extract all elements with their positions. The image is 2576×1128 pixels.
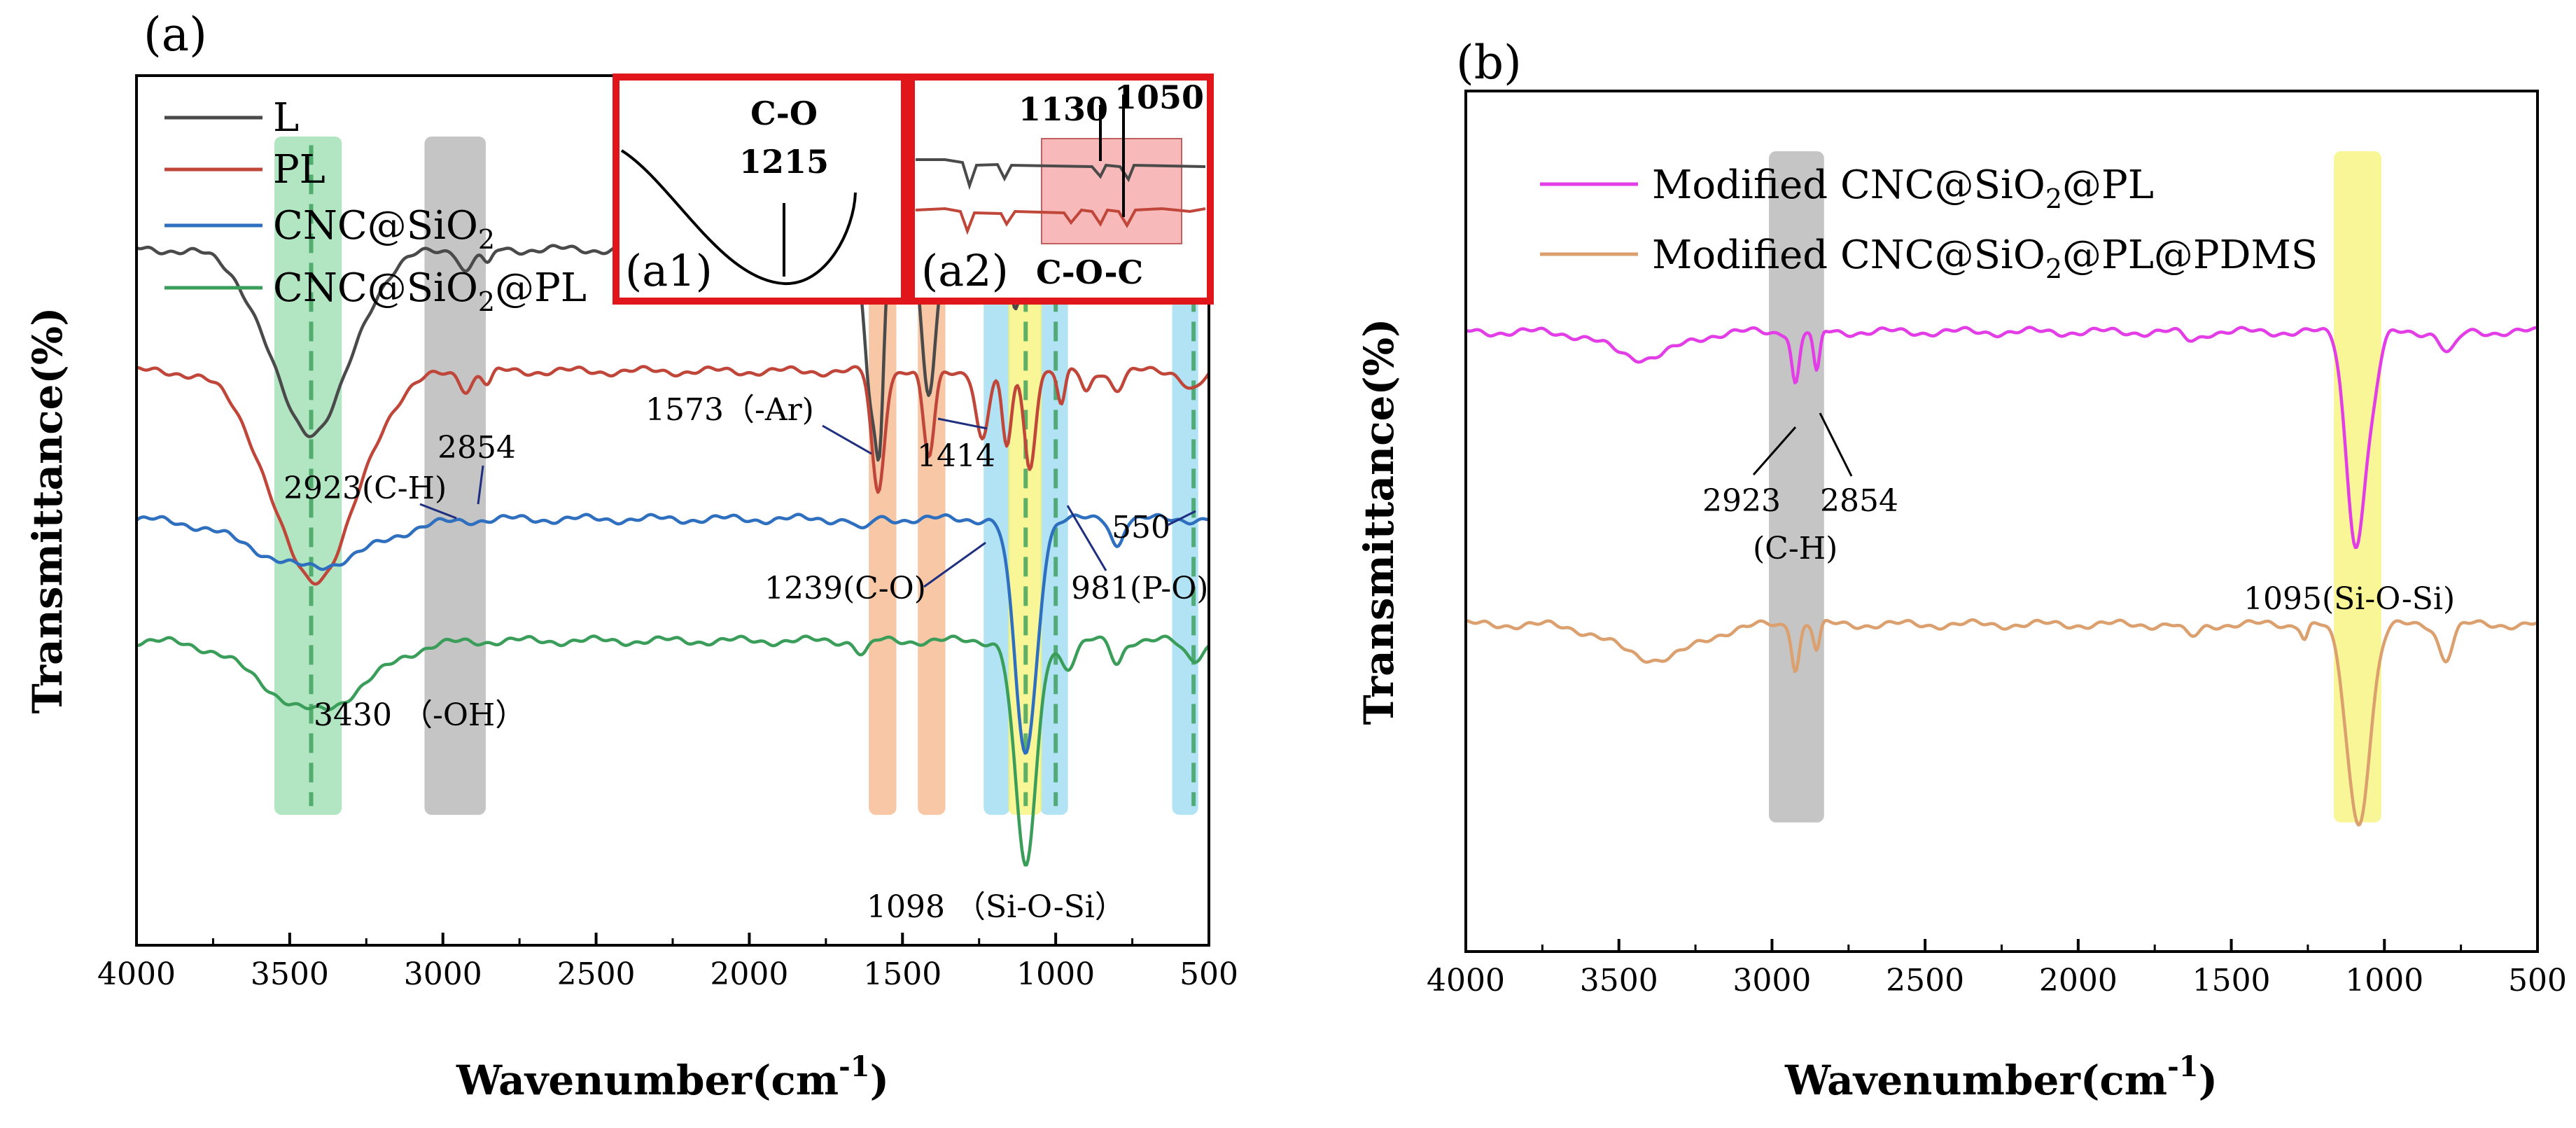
annotation-550-leader xyxy=(1167,510,1196,527)
inset-a2-curve-pl xyxy=(915,207,1206,235)
panel-b: (b) 4000 3500 3000 2500 2000 1500 1000 500 Modi… xyxy=(1355,36,2567,1104)
inset-a1: C-O 1215 (a1) xyxy=(612,74,908,305)
panel-a-y-title: Transmittance(%) xyxy=(24,307,71,714)
highlight-band-b-1 xyxy=(2334,151,2381,823)
annotation-550: 550 xyxy=(1112,510,1170,545)
panel-a-legend: L PL CNC@SiO2 CNC@SiO2@PL xyxy=(164,95,587,317)
panel-b-x-ticks: 4000 3500 3000 2500 2000 1500 1000 500 xyxy=(1427,939,2567,998)
series-line-cnc-sio2-pl xyxy=(136,634,1210,867)
annotation-b-2854: 2854 xyxy=(1820,483,1898,519)
annotation-981-leader xyxy=(1066,505,1107,571)
panel-a-x-ticks: 4000 3500 3000 2500 2000 1500 1000 500 xyxy=(97,933,1238,992)
inset-a1-curve xyxy=(620,149,857,286)
annotation-b-1095: 1095(Si-O-Si) xyxy=(2244,581,2455,617)
series-line-modified-cnc-sio2-pl-pdms xyxy=(1465,618,2539,827)
annotation-3430: 3430 （-OH） xyxy=(314,697,526,733)
panel-b-highlights xyxy=(1769,151,2381,823)
legend-label-pl: PL xyxy=(273,147,326,193)
annotation-1414: 1414 xyxy=(917,438,995,474)
panel-a-label: (a) xyxy=(144,8,207,62)
x-tick-label-b-500: 500 xyxy=(2508,963,2567,998)
x-tick-label-a-2000: 2000 xyxy=(710,956,788,992)
inset-a1-label: (a1) xyxy=(625,245,713,296)
inset-a1-peak: 1215 xyxy=(739,143,829,181)
inset-a2-label: (a2) xyxy=(921,245,1009,296)
annotation-1414-leader xyxy=(937,417,988,430)
legend-label-modified-pdms: Modified CNC@SiO2@PL@PDMS xyxy=(1652,232,2318,284)
legend-label-cnc-sio2: CNC@SiO2 xyxy=(273,203,495,255)
annotation-1098: 1098 （Si-O-Si） xyxy=(867,889,1126,925)
legend-label-modified-pl: Modified CNC@SiO2@PL xyxy=(1652,162,2154,214)
annotation-b-ch: (C-H) xyxy=(1753,531,1837,566)
x-tick-label-a-1500: 1500 xyxy=(863,956,941,992)
annotation-2923: 2923(C-H) xyxy=(284,471,447,506)
legend-label-l: L xyxy=(273,95,299,141)
panel-b-x-title: Wavenumber(cm-1) xyxy=(1784,1050,2218,1104)
x-tick-label-b-1500: 1500 xyxy=(2192,963,2271,998)
x-tick-label-b-3500: 3500 xyxy=(1580,963,1658,998)
annotation-2923-leader xyxy=(419,503,457,520)
panel-b-legend: Modified CNC@SiO2@PL Modified CNC@SiO2@P… xyxy=(1540,162,2318,284)
inset-a2-peak-1130: 1130 xyxy=(1018,90,1108,128)
series-line-pl xyxy=(136,365,1210,586)
panel-b-y-title: Transmittance(%) xyxy=(1355,319,1403,725)
highlight-band-b-0 xyxy=(1769,151,1824,823)
panel-a-annotations: 2923(C-H) 2854 1573（-Ar) 1414 1239(C-O) … xyxy=(284,392,1208,925)
series-line-modified-cnc-sio2-pl xyxy=(1465,326,2538,550)
x-tick-label-a-2500: 2500 xyxy=(557,956,636,992)
x-tick-label-b-3000: 3000 xyxy=(1732,963,1811,998)
panel-b-annotations: 2923 2854 (C-H) 1095(Si-O-Si) xyxy=(1702,412,2455,617)
inset-a2-curve-l xyxy=(916,158,1206,190)
annotation-b-2923-leader xyxy=(1752,426,1797,475)
inset-a2: 1130 1050 (a2) C-O-C xyxy=(908,74,1214,305)
x-tick-label-b-1000: 1000 xyxy=(2345,963,2423,998)
annotation-2854-leader xyxy=(477,465,484,505)
legend-label-cnc-sio2-pl: CNC@SiO2@PL xyxy=(273,265,587,317)
annotation-1573: 1573（-Ar) xyxy=(645,392,814,428)
x-tick-label-a-4000: 4000 xyxy=(97,956,176,992)
x-tick-label-b-4000: 4000 xyxy=(1427,963,1505,998)
annotation-1573-leader xyxy=(822,424,872,455)
annotation-2854: 2854 xyxy=(438,430,516,466)
annotation-1239: 1239(C-O) xyxy=(764,571,926,606)
x-tick-label-b-2000: 2000 xyxy=(2039,963,2118,998)
inset-a2-group: C-O-C xyxy=(1036,253,1143,291)
x-tick-label-a-500: 500 xyxy=(1180,956,1238,992)
x-tick-label-a-3500: 3500 xyxy=(251,956,329,992)
inset-a2-peak-1050: 1050 xyxy=(1114,78,1204,116)
inset-a1-group: C-O xyxy=(750,95,818,132)
x-tick-label-a-3000: 3000 xyxy=(404,956,482,992)
annotation-b-2854-leader xyxy=(1819,412,1853,477)
x-tick-label-a-1000: 1000 xyxy=(1016,956,1095,992)
annotation-981: 981(P-O) xyxy=(1071,571,1208,606)
panel-b-series xyxy=(1465,326,2539,827)
annotation-b-2923: 2923 xyxy=(1702,483,1781,519)
panel-a-x-title: Wavenumber(cm-1) xyxy=(456,1050,889,1104)
panel-a-dashed-lines xyxy=(309,145,1196,807)
inset-a2-highlight xyxy=(1041,138,1182,244)
highlight-band-a-6 xyxy=(274,136,342,815)
panel-a: (a) 4000 3500 3000 2500 2000 1500 1000 500 L PL… xyxy=(24,8,1238,1104)
x-tick-label-b-2500: 2500 xyxy=(1886,963,1964,998)
panel-b-label: (b) xyxy=(1456,36,1522,90)
annotation-1239-leader xyxy=(923,541,986,588)
series-line-cnc-sio2 xyxy=(135,513,1210,755)
